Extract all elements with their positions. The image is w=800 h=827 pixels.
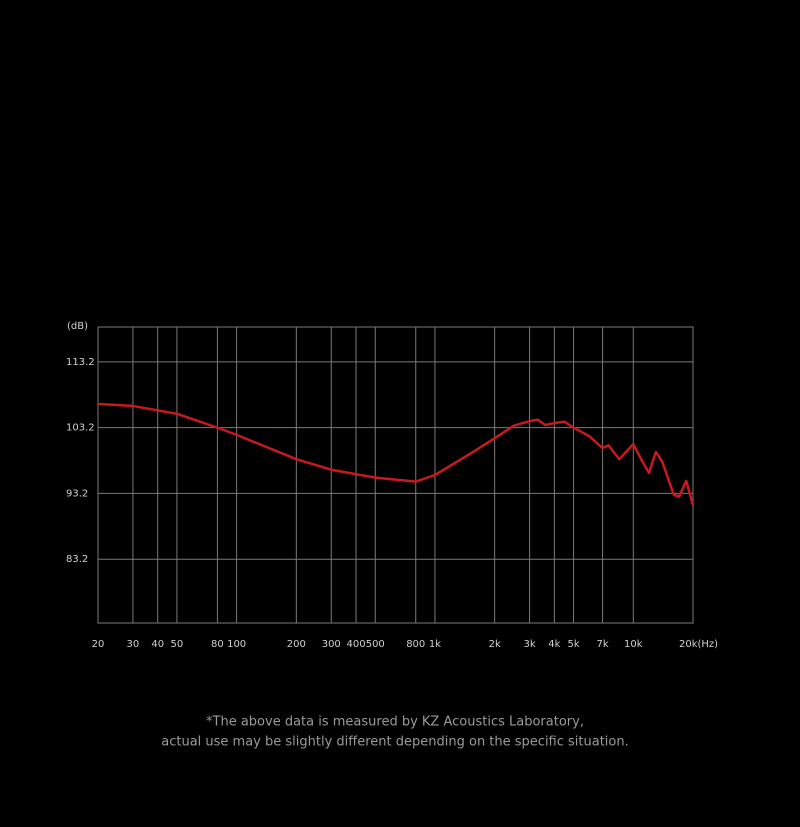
x-tick-label: 20 [92,639,105,650]
x-tick-label: 7k [596,639,608,650]
x-tick-label: 2k [489,639,501,650]
x-tick-label: 50 [171,639,184,650]
x-tick-label: 100 [227,639,246,650]
x-tick-label: 5k [568,639,580,650]
x-tick-label: 30 [127,639,140,650]
y-axis-label: (dB) [67,321,88,332]
x-tick-label: 4k [548,639,560,650]
x-tick-label: 400 [346,639,365,650]
y-tick-label: 103.2 [66,423,95,434]
footnote: actual use may be slightly different dep… [161,735,629,750]
response-curve [97,402,695,506]
x-tick-label: 1k [429,639,441,650]
y-tick-label: 93.2 [66,488,88,499]
footnote: *The above data is measured by KZ Acoust… [206,715,584,730]
x-tick-label: 300 [322,639,341,650]
x-tick-label: 500 [366,639,385,650]
x-tick-label: 3k [524,639,536,650]
y-tick-label: 113.2 [66,357,95,368]
x-tick-label: 800 [406,639,425,650]
x-tick-label: 10k [624,639,643,650]
x-tick-label: 20k(Hz) [679,639,718,650]
x-tick-label: 200 [287,639,306,650]
y-tick-label: 83.2 [66,554,88,565]
x-tick-label: 40 [151,639,164,650]
x-tick-label: 80 [211,639,224,650]
